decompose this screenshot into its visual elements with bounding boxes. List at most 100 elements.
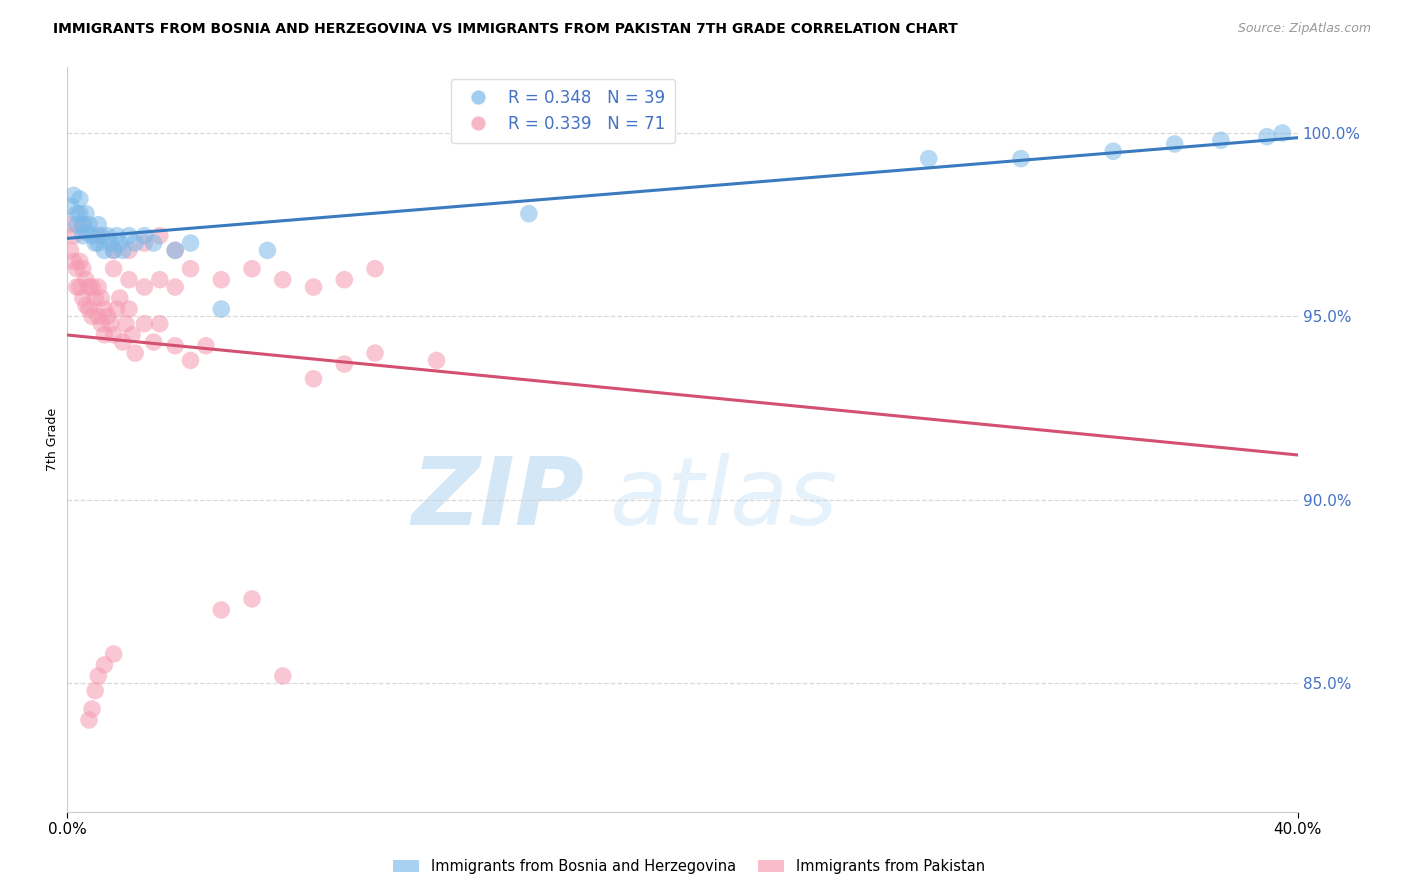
Point bbox=[69, 207, 91, 221]
Point bbox=[111, 334, 134, 349]
Point bbox=[72, 291, 94, 305]
Point bbox=[121, 327, 143, 342]
Point bbox=[72, 218, 94, 232]
Point bbox=[271, 273, 294, 287]
Point bbox=[180, 261, 202, 276]
Point bbox=[149, 228, 172, 243]
Point bbox=[62, 254, 84, 268]
Point bbox=[62, 228, 84, 243]
Point bbox=[134, 317, 156, 331]
Point bbox=[77, 280, 100, 294]
Point bbox=[364, 346, 387, 360]
Point bbox=[149, 317, 172, 331]
Point bbox=[165, 280, 187, 294]
Point bbox=[93, 301, 115, 316]
Point bbox=[96, 310, 118, 324]
Point bbox=[111, 244, 134, 258]
Point bbox=[69, 280, 91, 294]
Point bbox=[194, 339, 217, 353]
Point bbox=[124, 346, 146, 360]
Point bbox=[118, 228, 141, 243]
Point bbox=[82, 228, 104, 243]
Point bbox=[302, 372, 325, 386]
Point bbox=[103, 244, 125, 258]
Point bbox=[93, 244, 115, 258]
Point bbox=[100, 317, 122, 331]
Point bbox=[333, 273, 356, 287]
Point bbox=[118, 273, 141, 287]
Point bbox=[149, 273, 172, 287]
Point bbox=[87, 280, 110, 294]
Point bbox=[77, 301, 100, 316]
Point bbox=[118, 244, 141, 258]
Point bbox=[333, 357, 356, 371]
Legend: R = 0.348   N = 39, R = 0.339   N = 71: R = 0.348 N = 39, R = 0.339 N = 71 bbox=[451, 79, 675, 144]
Y-axis label: 7th Grade: 7th Grade bbox=[46, 408, 59, 471]
Point bbox=[87, 228, 110, 243]
Point bbox=[1164, 136, 1187, 151]
Point bbox=[1209, 133, 1232, 147]
Point bbox=[134, 228, 156, 243]
Point bbox=[62, 188, 84, 202]
Point bbox=[256, 244, 278, 258]
Point bbox=[209, 273, 232, 287]
Point bbox=[90, 291, 112, 305]
Point bbox=[77, 218, 100, 232]
Point bbox=[87, 310, 110, 324]
Point bbox=[75, 207, 97, 221]
Point bbox=[66, 280, 89, 294]
Point bbox=[240, 261, 263, 276]
Point bbox=[69, 192, 91, 206]
Text: ZIP: ZIP bbox=[412, 453, 585, 545]
Point bbox=[66, 261, 89, 276]
Point bbox=[82, 702, 104, 716]
Point bbox=[96, 228, 118, 243]
Text: atlas: atlas bbox=[609, 453, 837, 544]
Point bbox=[1256, 129, 1278, 144]
Point bbox=[118, 301, 141, 316]
Point bbox=[87, 218, 110, 232]
Text: Source: ZipAtlas.com: Source: ZipAtlas.com bbox=[1237, 22, 1371, 36]
Point bbox=[59, 244, 82, 258]
Point bbox=[72, 228, 94, 243]
Point bbox=[59, 218, 82, 232]
Point bbox=[108, 235, 131, 250]
Point bbox=[75, 273, 97, 287]
Point bbox=[66, 218, 89, 232]
Point bbox=[59, 199, 82, 213]
Point bbox=[84, 683, 107, 698]
Point bbox=[165, 244, 187, 258]
Text: IMMIGRANTS FROM BOSNIA AND HERZEGOVINA VS IMMIGRANTS FROM PAKISTAN 7TH GRADE COR: IMMIGRANTS FROM BOSNIA AND HERZEGOVINA V… bbox=[53, 22, 957, 37]
Point bbox=[75, 225, 97, 239]
Point bbox=[134, 235, 156, 250]
Point bbox=[1102, 145, 1125, 159]
Point bbox=[100, 235, 122, 250]
Point bbox=[93, 327, 115, 342]
Point bbox=[82, 310, 104, 324]
Point bbox=[103, 261, 125, 276]
Point bbox=[108, 291, 131, 305]
Point bbox=[84, 235, 107, 250]
Point bbox=[87, 235, 110, 250]
Point bbox=[302, 280, 325, 294]
Point bbox=[517, 207, 540, 221]
Point bbox=[165, 244, 187, 258]
Point bbox=[180, 235, 202, 250]
Point bbox=[72, 261, 94, 276]
Point bbox=[180, 353, 202, 368]
Point bbox=[90, 317, 112, 331]
Point bbox=[103, 327, 125, 342]
Point bbox=[209, 301, 232, 316]
Point bbox=[87, 669, 110, 683]
Point bbox=[142, 235, 165, 250]
Point bbox=[90, 228, 112, 243]
Point bbox=[93, 657, 115, 672]
Point bbox=[124, 235, 146, 250]
Point bbox=[105, 301, 128, 316]
Legend: Immigrants from Bosnia and Herzegovina, Immigrants from Pakistan: Immigrants from Bosnia and Herzegovina, … bbox=[387, 854, 991, 880]
Point bbox=[425, 353, 447, 368]
Point bbox=[72, 218, 94, 232]
Point bbox=[209, 603, 232, 617]
Point bbox=[103, 244, 125, 258]
Point bbox=[240, 591, 263, 606]
